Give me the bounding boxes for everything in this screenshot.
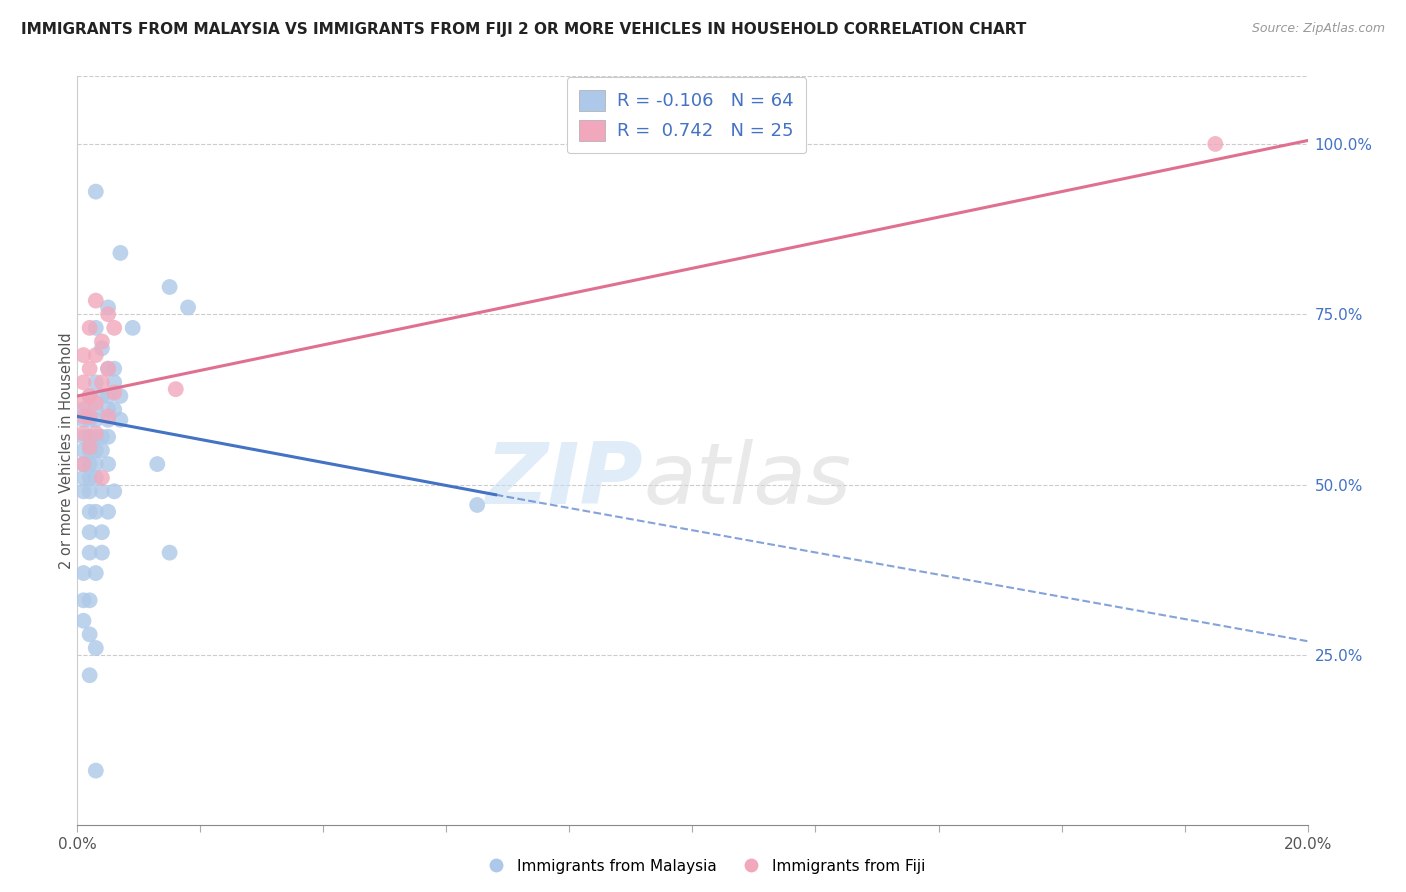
Point — [110, 413, 132, 427]
Point — [84, 443, 107, 458]
Point — [72, 396, 94, 410]
Point — [84, 505, 107, 519]
Point — [103, 321, 125, 335]
Point — [84, 413, 107, 427]
Point — [165, 382, 187, 396]
Point — [84, 764, 107, 778]
Point — [79, 430, 101, 444]
Point — [84, 376, 107, 390]
Point — [72, 614, 94, 628]
Point — [103, 402, 125, 417]
Point — [146, 457, 169, 471]
Point — [72, 402, 94, 417]
Point — [1204, 136, 1226, 151]
Point — [79, 457, 101, 471]
Point — [72, 471, 94, 485]
Point — [84, 321, 107, 335]
Y-axis label: 2 or more Vehicles in Household: 2 or more Vehicles in Household — [59, 332, 73, 569]
Point — [90, 389, 114, 403]
Point — [72, 430, 94, 444]
Point — [84, 640, 107, 655]
Point — [90, 471, 114, 485]
Point — [110, 246, 132, 260]
Point — [84, 396, 107, 410]
Point — [72, 443, 94, 458]
Point — [72, 566, 94, 580]
Point — [79, 443, 101, 458]
Point — [90, 484, 114, 499]
Point — [79, 389, 101, 403]
Point — [79, 440, 101, 454]
Point — [121, 321, 143, 335]
Point — [103, 361, 125, 376]
Point — [103, 484, 125, 499]
Legend: R = -0.106   N = 64, R =  0.742   N = 25: R = -0.106 N = 64, R = 0.742 N = 25 — [567, 78, 807, 153]
Point — [90, 546, 114, 560]
Text: atlas: atlas — [644, 439, 851, 522]
Legend: Immigrants from Malaysia, Immigrants from Fiji: Immigrants from Malaysia, Immigrants fro… — [474, 853, 932, 880]
Point — [84, 430, 107, 444]
Point — [79, 593, 101, 607]
Point — [97, 457, 120, 471]
Point — [159, 546, 181, 560]
Text: ZIP: ZIP — [485, 439, 644, 522]
Point — [90, 341, 114, 355]
Point — [79, 409, 101, 424]
Point — [84, 566, 107, 580]
Point — [79, 668, 101, 682]
Point — [79, 505, 101, 519]
Point — [72, 426, 94, 441]
Point — [84, 293, 107, 308]
Point — [110, 389, 132, 403]
Point — [84, 457, 107, 471]
Point — [79, 413, 101, 427]
Point — [90, 376, 114, 390]
Point — [97, 361, 120, 376]
Point — [79, 627, 101, 641]
Text: Source: ZipAtlas.com: Source: ZipAtlas.com — [1251, 22, 1385, 36]
Point — [79, 484, 101, 499]
Point — [97, 307, 120, 321]
Point — [72, 413, 94, 427]
Point — [79, 389, 101, 403]
Point — [79, 471, 101, 485]
Point — [84, 185, 107, 199]
Point — [72, 593, 94, 607]
Point — [103, 385, 125, 400]
Point — [84, 348, 107, 362]
Point — [103, 376, 125, 390]
Point — [90, 334, 114, 349]
Point — [79, 525, 101, 540]
Point — [84, 402, 107, 417]
Point — [465, 498, 488, 512]
Point — [72, 348, 94, 362]
Point — [177, 301, 200, 315]
Point — [79, 321, 101, 335]
Point — [72, 457, 94, 471]
Point — [72, 484, 94, 499]
Point — [84, 471, 107, 485]
Point — [97, 413, 120, 427]
Point — [90, 525, 114, 540]
Point — [84, 426, 107, 441]
Point — [97, 430, 120, 444]
Point — [97, 402, 120, 417]
Point — [97, 301, 120, 315]
Point — [72, 376, 94, 390]
Point — [97, 505, 120, 519]
Text: IMMIGRANTS FROM MALAYSIA VS IMMIGRANTS FROM FIJI 2 OR MORE VEHICLES IN HOUSEHOLD: IMMIGRANTS FROM MALAYSIA VS IMMIGRANTS F… — [21, 22, 1026, 37]
Point — [72, 457, 94, 471]
Point — [72, 409, 94, 424]
Point — [90, 443, 114, 458]
Point — [159, 280, 181, 294]
Point — [79, 546, 101, 560]
Point — [97, 409, 120, 424]
Point — [97, 389, 120, 403]
Point — [97, 361, 120, 376]
Point — [79, 361, 101, 376]
Point — [90, 430, 114, 444]
